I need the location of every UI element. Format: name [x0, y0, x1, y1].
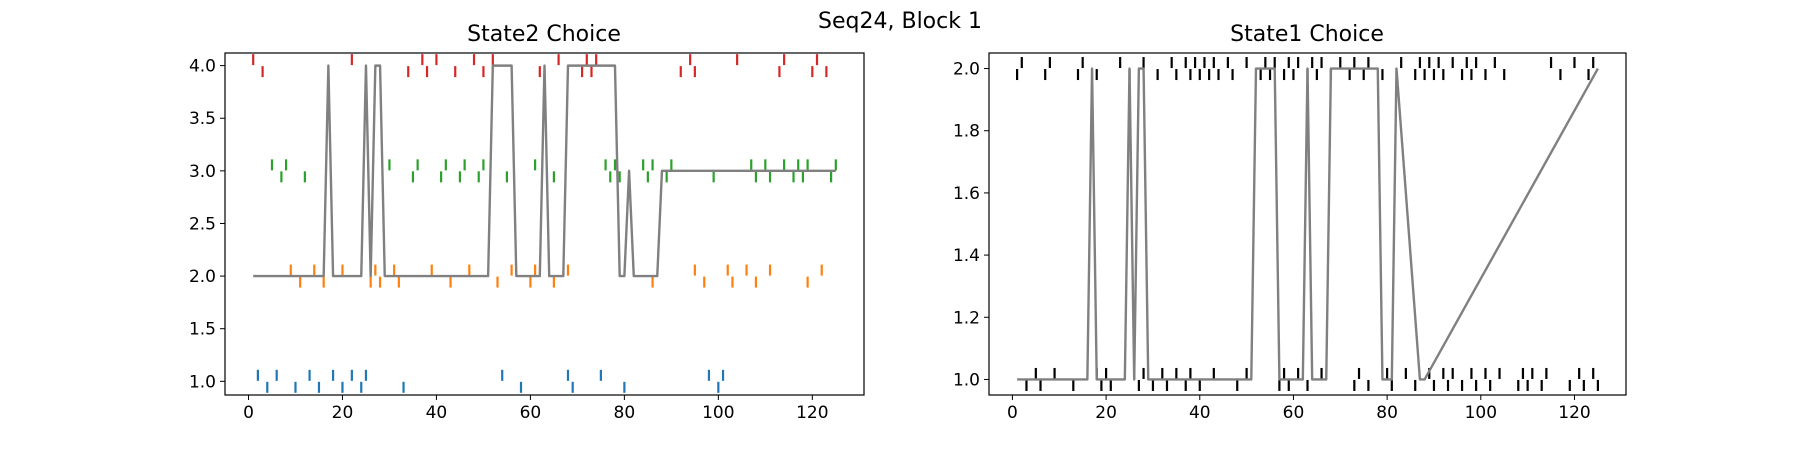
- right-x-tick-label: 80: [1376, 403, 1398, 423]
- figure-suptitle: Seq24, Block 1: [818, 9, 982, 34]
- right-plot-area: 0 20 40 60 80 100 120 1.0 1.2 1.4 1.6 1.8 2.0: [953, 52, 1627, 423]
- right-axes-frame: [988, 52, 1627, 396]
- left-x-tick-label: 0: [243, 403, 254, 423]
- right-y-tick-label: 1.4: [953, 246, 980, 266]
- left-plot-area: 0 20 40 60 80 100 120 1.0 1.5 2.0 2.5 3.0 3.5 4.0: [189, 52, 865, 423]
- left-x-tick-label: 120: [796, 403, 828, 423]
- left-x-tick-label: 20: [332, 403, 354, 423]
- right-x-tick-label: 20: [1095, 403, 1117, 423]
- left-y-tick-label: 4.0: [189, 57, 216, 77]
- right-y-tick-label: 1.8: [953, 122, 980, 142]
- right-y-tick-label: 1.6: [953, 184, 980, 204]
- right-x-tick-label: 120: [1558, 403, 1590, 423]
- right-y-tick-label: 2.0: [953, 60, 980, 80]
- left-y-tick-label: 3.0: [189, 162, 216, 182]
- right-chart: State1 Choice 0 20 40 60 80 100 120 1.0 1.2 1.4 1.…: [953, 22, 1627, 423]
- left-x-tick-label: 40: [426, 403, 448, 423]
- left-x-tick-label: 60: [520, 403, 542, 423]
- right-x-tick-label: 100: [1465, 403, 1497, 423]
- left-x-tick-label: 100: [702, 403, 734, 423]
- right-x-tick-label: 40: [1189, 403, 1211, 423]
- left-chart: State2 Choice 0 20 40 60 80 100 120 1.0 1.5 2.0 2.…: [189, 22, 865, 423]
- right-y-tick-label: 1.2: [953, 308, 980, 328]
- left-choice-line: [253, 64, 836, 278]
- left-y-tick-label: 1.0: [189, 372, 216, 392]
- left-axes-frame: [224, 52, 865, 396]
- left-chart-title: State2 Choice: [467, 22, 621, 47]
- left-y-tick-label: 2.5: [189, 214, 216, 234]
- left-y-tick-label: 1.5: [189, 320, 216, 340]
- right-x-tick-label: 60: [1283, 403, 1305, 423]
- left-y-tick-label: 2.0: [189, 267, 216, 287]
- right-choice-line: [1017, 67, 1599, 381]
- right-y-tick-label: 1.0: [953, 370, 980, 390]
- left-y-tick-label: 3.5: [189, 109, 216, 129]
- left-x-tick-label: 80: [614, 403, 636, 423]
- right-x-tick-label: 0: [1007, 403, 1018, 423]
- right-chart-title: State1 Choice: [1230, 22, 1384, 47]
